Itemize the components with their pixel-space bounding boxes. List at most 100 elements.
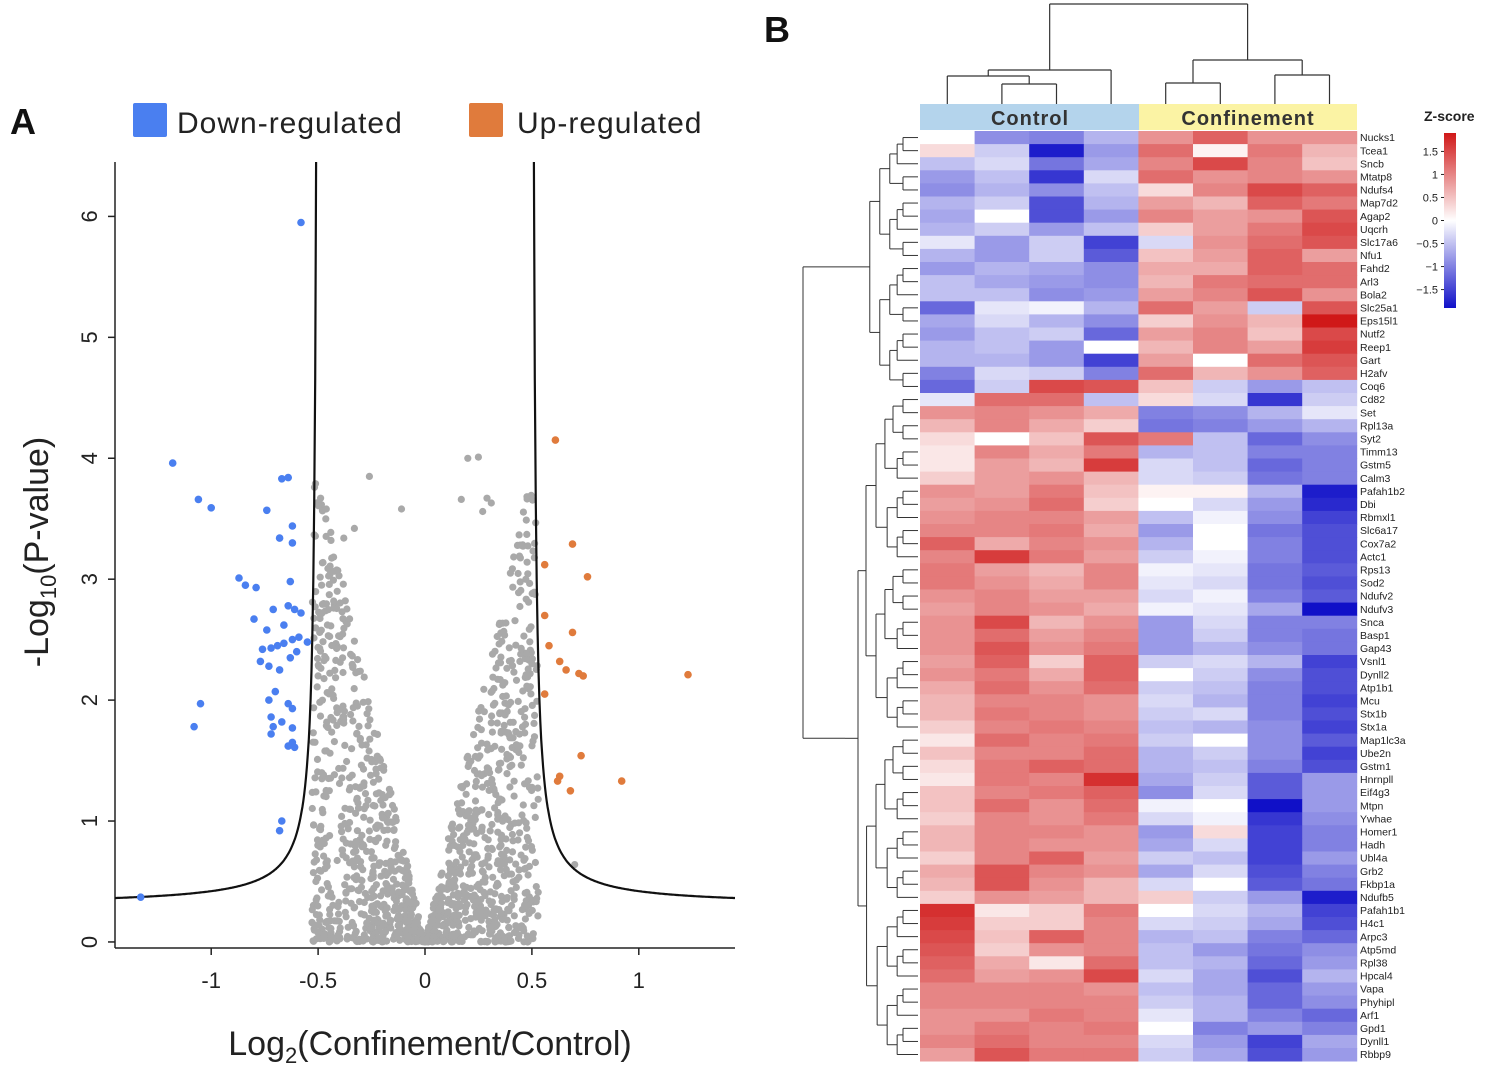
ns-point <box>467 884 475 893</box>
heatmap-cell <box>1302 393 1358 407</box>
gene-label: Coq6 <box>1360 381 1385 393</box>
gene-label: Rpl13a <box>1360 420 1393 432</box>
ns-point <box>458 799 466 807</box>
ns-point <box>373 730 382 739</box>
heatmap-cell <box>920 786 975 800</box>
heatmap-cell <box>920 890 975 905</box>
ns-point <box>428 938 436 946</box>
ns-point <box>311 480 320 488</box>
ns-point <box>514 569 522 578</box>
heatmap-cell <box>1193 248 1248 263</box>
heatmap-cell <box>1247 196 1303 210</box>
ns-point <box>523 888 531 897</box>
gene-label: Vsnl1 <box>1360 656 1386 668</box>
heatmap-cell <box>1247 641 1303 656</box>
ns-point <box>309 937 317 945</box>
heatmap-cell <box>920 746 975 761</box>
heatmap-cell <box>1193 930 1248 944</box>
gene-label: Sncb <box>1360 158 1384 170</box>
ns-point <box>347 650 355 658</box>
heatmap-cell <box>1247 327 1303 341</box>
ns-point <box>347 899 355 907</box>
heatmap-cell <box>1029 157 1085 171</box>
ns-point <box>367 771 375 779</box>
ns-point <box>525 909 533 918</box>
ns-point <box>497 759 505 767</box>
heatmap-cell <box>1083 262 1139 276</box>
ns-point <box>314 661 322 669</box>
ns-point <box>463 828 471 837</box>
heatmap-cell <box>1247 694 1303 708</box>
gene-label: Stx1b <box>1360 709 1387 721</box>
heatmap-cell <box>1302 445 1358 459</box>
ns-point <box>348 660 356 669</box>
not-significant-points <box>308 453 579 946</box>
ns-point <box>444 908 452 916</box>
ns-point <box>516 578 524 586</box>
heatmap-cell <box>1302 432 1358 446</box>
heatmap-cell <box>1029 144 1085 158</box>
ns-point <box>517 851 525 859</box>
up-point <box>583 573 592 581</box>
heatmap-cell <box>1302 510 1358 525</box>
heatmap-cell <box>1247 393 1303 407</box>
heatmap-cell <box>1083 471 1139 486</box>
color-tick-label: 1.5 <box>1423 146 1438 158</box>
gene-label: Ndufs4 <box>1360 185 1393 197</box>
ns-point <box>317 494 325 502</box>
ns-point <box>515 589 523 597</box>
gene-label: Arl3 <box>1360 276 1379 288</box>
heatmap-cell <box>1083 838 1139 852</box>
group-bar-control <box>920 104 1139 130</box>
legend-swatch-down <box>133 103 167 137</box>
ns-point <box>520 816 528 825</box>
gene-label: Cox7a2 <box>1360 538 1396 550</box>
ns-point <box>358 831 366 840</box>
heatmap-cell <box>1138 838 1194 852</box>
down-point <box>275 826 284 835</box>
heatmap-cell <box>1302 340 1358 355</box>
ns-point <box>483 938 491 946</box>
y-tick-label: 2 <box>77 694 102 706</box>
group-label-confinement: Confinement <box>1181 108 1314 130</box>
ns-point <box>523 530 531 539</box>
heatmap-cell <box>1029 209 1085 224</box>
heatmap-cell <box>1083 1021 1139 1036</box>
ns-point <box>312 896 320 904</box>
ns-point <box>387 863 395 871</box>
heatmap-cell <box>1193 1021 1248 1036</box>
ns-point <box>503 846 511 855</box>
gene-label: Set <box>1360 407 1376 419</box>
heatmap-cell <box>1193 235 1248 250</box>
heatmap-cell <box>1138 131 1194 145</box>
ns-point <box>365 827 373 835</box>
heatmap-cell <box>920 353 975 368</box>
heatmap-cell <box>1138 537 1194 551</box>
heatmap-cell <box>1193 275 1248 289</box>
heatmap-cell <box>974 903 1030 918</box>
heatmap-cell <box>1247 943 1303 957</box>
y-tick-label: 1 <box>77 815 102 827</box>
heatmap-cell <box>920 144 975 158</box>
ns-point <box>353 796 361 804</box>
ns-point <box>312 877 320 886</box>
heatmap-cell <box>1247 864 1303 879</box>
heatmap-cell <box>1083 890 1139 905</box>
heatmap-cell <box>1193 668 1248 682</box>
color-tick-label: −1 <box>1425 262 1438 274</box>
ns-point <box>458 853 466 861</box>
heatmap-cell <box>1138 445 1194 459</box>
heatmap-cell <box>1138 903 1194 918</box>
heatmap-cell <box>1083 196 1139 210</box>
heatmap-cell <box>1029 982 1085 996</box>
down-point <box>265 662 273 670</box>
ns-point <box>452 858 460 866</box>
heatmap-cell <box>1193 353 1248 368</box>
ns-point <box>313 654 322 663</box>
ns-point <box>340 534 348 542</box>
ns-point <box>330 694 338 703</box>
heatmap-cell <box>920 537 975 551</box>
ns-point <box>335 572 343 580</box>
ns-point <box>364 893 372 902</box>
heatmap-cell <box>1083 969 1139 983</box>
